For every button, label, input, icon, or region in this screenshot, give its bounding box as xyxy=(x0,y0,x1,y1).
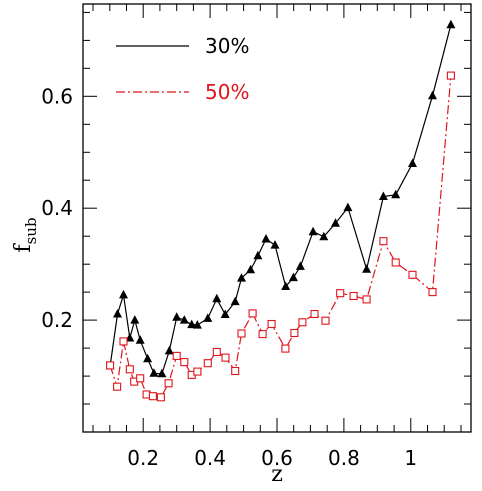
data-point-1 xyxy=(148,392,157,401)
data-point-0 xyxy=(308,226,318,236)
data-point-0 xyxy=(246,264,256,274)
data-point-0 xyxy=(230,296,240,306)
y-axis-label: fsub xyxy=(11,217,40,252)
data-point-0 xyxy=(343,202,353,212)
data-point-0 xyxy=(253,250,263,260)
legend-label-30: 30% xyxy=(205,34,249,58)
data-point-1 xyxy=(281,344,290,353)
data-point-0 xyxy=(378,191,388,200)
data-point-0 xyxy=(362,264,372,273)
x-tick-label: 0.2 xyxy=(127,446,159,470)
x-tick-label: 0.8 xyxy=(328,446,360,470)
plot-frame xyxy=(82,3,472,433)
data-point-0 xyxy=(270,240,280,249)
data-point-0 xyxy=(408,158,417,167)
data-point-1 xyxy=(136,374,145,383)
data-point-1 xyxy=(446,71,455,80)
data-point-1 xyxy=(113,382,122,391)
series-line-0 xyxy=(109,24,452,375)
data-point-0 xyxy=(135,335,145,344)
data-point-0 xyxy=(212,293,222,303)
data-point-0 xyxy=(288,272,298,282)
y-axis-label-sub: sub xyxy=(22,217,40,244)
data-point-0 xyxy=(220,309,230,318)
data-point-0 xyxy=(119,289,128,299)
data-point-0 xyxy=(281,281,291,290)
data-point-1 xyxy=(336,289,345,298)
data-point-1 xyxy=(391,258,400,267)
data-point-1 xyxy=(408,270,417,279)
x-tick-label: 1 xyxy=(404,446,417,470)
y-tick-label: 0.6 xyxy=(41,84,73,108)
data-point-1 xyxy=(106,361,115,370)
x-axis-label: z xyxy=(271,462,283,487)
data-point-0 xyxy=(113,309,122,318)
legend-label-50: 50% xyxy=(205,80,249,104)
data-point-1 xyxy=(298,318,307,327)
x-tick-label: 0.6 xyxy=(261,446,293,470)
data-point-1 xyxy=(193,367,202,376)
data-point-0 xyxy=(446,19,456,29)
data-point-0 xyxy=(157,368,167,378)
y-axis-label-main: f xyxy=(11,243,36,253)
data-point-1 xyxy=(231,366,240,376)
svg-text:fsub: fsub xyxy=(11,217,40,252)
data-point-1 xyxy=(428,288,437,297)
data-point-0 xyxy=(192,320,202,329)
data-point-1 xyxy=(119,337,128,346)
data-point-0 xyxy=(130,315,140,324)
data-point-0 xyxy=(391,189,401,199)
data-point-0 xyxy=(187,319,197,329)
data-point-1 xyxy=(125,365,134,374)
series-line-1 xyxy=(109,75,452,398)
data-point-0 xyxy=(125,333,135,342)
data-point-1 xyxy=(248,309,257,318)
data-point-1 xyxy=(321,316,330,325)
data-point-1 xyxy=(221,353,230,362)
data-point-0 xyxy=(164,345,174,355)
data-point-1 xyxy=(156,393,165,402)
x-tick-label: 0.4 xyxy=(194,446,226,470)
y-tick-label: 0.4 xyxy=(41,196,73,220)
data-point-1 xyxy=(164,379,173,388)
data-point-1 xyxy=(267,319,276,329)
legend: 30% 50% xyxy=(116,34,249,104)
data-point-0 xyxy=(261,234,271,243)
data-point-0 xyxy=(179,315,189,324)
data-point-1 xyxy=(172,351,181,360)
data-point-1 xyxy=(203,359,212,368)
data-point-0 xyxy=(203,313,213,322)
data-point-1 xyxy=(379,237,388,246)
data-point-0 xyxy=(143,353,153,363)
data-point-1 xyxy=(349,291,358,301)
data-point-0 xyxy=(428,90,437,100)
data-point-1 xyxy=(310,309,319,319)
data-point-0 xyxy=(237,273,246,282)
data-point-1 xyxy=(212,347,221,357)
data-point-0 xyxy=(172,312,182,321)
data-point-1 xyxy=(290,328,299,338)
axis-ticks: 0.2 0.4 0.6 0.8 1 0.2 0.4 0.6 xyxy=(41,4,471,470)
data-point-1 xyxy=(362,295,371,304)
data-point-0 xyxy=(319,231,329,241)
y-tick-label: 0.2 xyxy=(41,308,73,332)
data-point-0 xyxy=(149,368,159,377)
data-point-1 xyxy=(180,358,189,367)
data-point-0 xyxy=(295,261,305,270)
series-layer xyxy=(105,19,456,402)
data-point-1 xyxy=(258,330,267,339)
data-point-1 xyxy=(237,329,246,338)
data-point-0 xyxy=(331,218,340,227)
